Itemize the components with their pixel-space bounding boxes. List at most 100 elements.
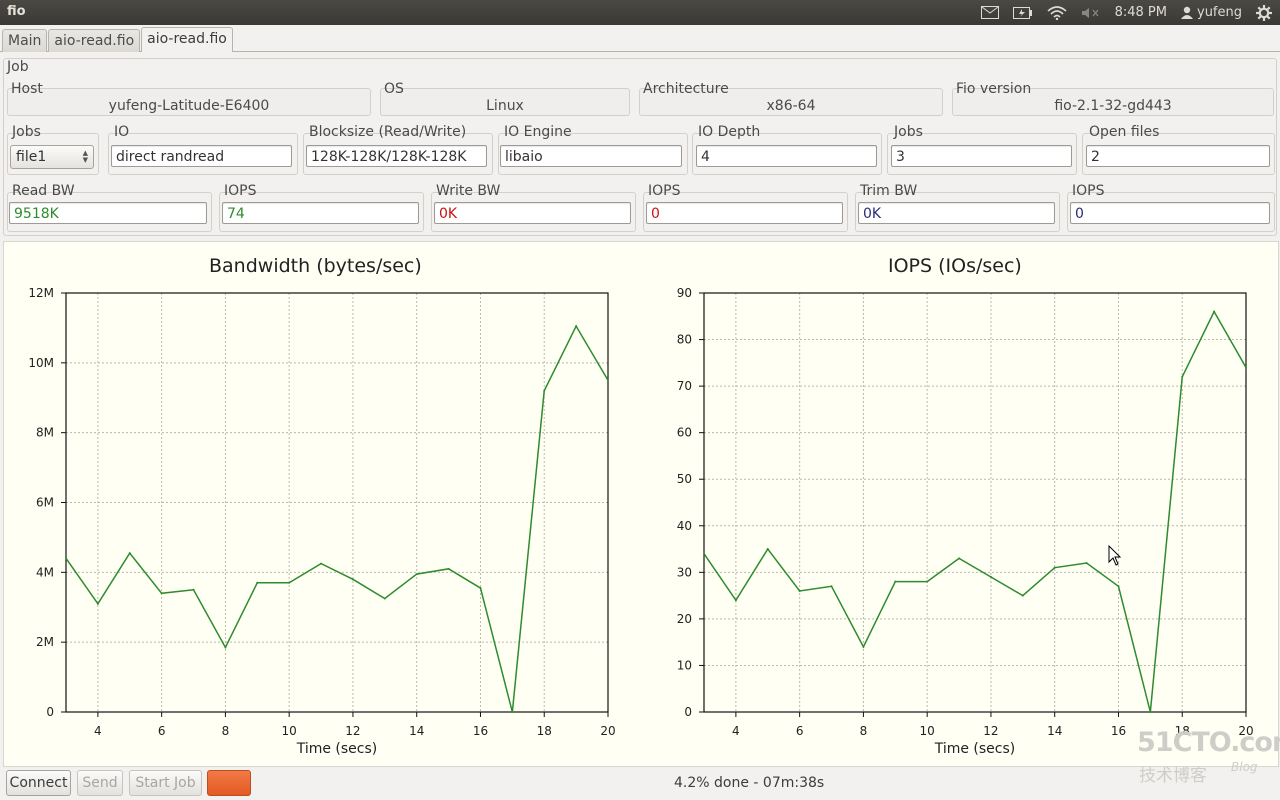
x-tick-label: 4 [94, 724, 102, 738]
x-tick-label: 10 [282, 724, 297, 738]
jobs-select-frame [7, 133, 99, 175]
data-point [575, 325, 578, 328]
data-point [256, 581, 259, 584]
clock[interactable]: 8:48 PM [1114, 5, 1167, 20]
y-tick-label: 0 [46, 705, 54, 719]
trim-bw-frame [855, 192, 1060, 232]
read-bw-field[interactable]: 9518K [9, 202, 207, 224]
jobs-select[interactable]: file1 ▲ ▼ [10, 145, 94, 169]
y-tick-label: 2M [36, 635, 54, 649]
data-point [447, 567, 450, 570]
y-tick-label: 8M [36, 426, 54, 440]
os-label: OS [384, 81, 404, 97]
data-point [160, 592, 163, 595]
data-point [479, 587, 482, 590]
send-button[interactable]: Send [77, 770, 123, 796]
data-point [607, 379, 609, 382]
tab-main[interactable]: Main [2, 29, 48, 52]
jobs-select-label: Jobs [12, 124, 41, 140]
read-iops-label: IOPS [224, 183, 257, 199]
battery-icon[interactable] [1012, 6, 1033, 19]
io-engine-field[interactable]: libaio [500, 145, 682, 167]
io-engine-frame [498, 133, 688, 175]
x-tick-label: 16 [473, 724, 488, 738]
io-depth-frame [692, 133, 882, 175]
data-point [128, 552, 131, 555]
mouse-cursor-icon [1108, 545, 1122, 566]
host-field: Host yufeng-Latitude-E6400 [7, 81, 371, 116]
blocksize-frame [303, 133, 493, 175]
x-axis-label: Time (secs) [296, 741, 378, 757]
open-files-field[interactable]: 2 [1086, 145, 1270, 167]
bandwidth-chart-title: Bandwidth (bytes/sec) [209, 255, 422, 277]
trim-iops-field[interactable]: 0 [1070, 202, 1270, 224]
trim-iops-frame [1067, 192, 1275, 232]
io-engine-label: IO Engine [504, 124, 572, 140]
tab-aio-read-1[interactable]: aio-read.fio [48, 29, 141, 52]
write-bw-field[interactable]: 0K [434, 202, 631, 224]
wifi-icon[interactable] [1047, 5, 1067, 20]
watermark: 51CTO.com 技术博客 Blog [1137, 727, 1280, 787]
x-tick-label: 18 [537, 724, 552, 738]
write-iops-frame [643, 192, 848, 232]
y-tick-label: 10M [28, 356, 54, 370]
watermark-main: 51CTO.com [1137, 727, 1280, 758]
read-iops-frame [219, 192, 424, 232]
os-field: OS Linux [380, 81, 630, 116]
jobs-select-value: file1 [16, 149, 47, 165]
tab-aio-read-2[interactable]: aio-read.fio [141, 27, 233, 52]
fio-version-value: fio-2.1-32-gd443 [1054, 98, 1172, 114]
write-bw-frame [431, 192, 636, 232]
data-point [320, 562, 323, 565]
read-iops-field[interactable]: 74 [222, 202, 419, 224]
user-icon [1181, 6, 1193, 19]
blocksize-field[interactable]: 128K-128K/128K-128K [306, 145, 487, 167]
job-frame [3, 58, 1277, 236]
status-indicator-button[interactable] [207, 770, 251, 796]
data-point [383, 597, 386, 600]
y-tick-label: 6M [36, 496, 54, 510]
jobs-count-field[interactable]: 3 [891, 145, 1072, 167]
user-menu[interactable]: yufeng [1181, 5, 1242, 20]
x-tick-label: 20 [600, 724, 615, 738]
job-frame-label: Job [7, 59, 29, 75]
data-point [543, 389, 546, 392]
data-point [192, 588, 195, 591]
tab-bar: Main aio-read.fio aio-read.fio [2, 27, 234, 52]
trim-iops-label: IOPS [1072, 183, 1105, 199]
tab-baseline [0, 51, 1280, 52]
io-depth-field[interactable]: 4 [696, 145, 877, 167]
data-point [224, 646, 227, 649]
connect-button[interactable]: Connect [6, 770, 71, 796]
read-bw-frame [7, 192, 212, 232]
architecture-value: x86-64 [766, 98, 816, 114]
y-tick-label: 12M [28, 286, 54, 300]
progress-status: 4.2% done - 07m:38s [674, 775, 825, 791]
trim-bw-field[interactable]: 0K [858, 202, 1055, 224]
trim-bw-label: Trim BW [860, 183, 918, 199]
user-name: yufeng [1197, 5, 1242, 20]
io-depth-label: IO Depth [698, 124, 761, 140]
y-tick-label: 4M [36, 565, 54, 579]
io-label: IO [114, 124, 130, 140]
volume-muted-icon[interactable] [1081, 7, 1101, 19]
fio-version-label: Fio version [956, 81, 1032, 97]
read-bw-label: Read BW [12, 183, 75, 199]
mail-icon[interactable] [980, 6, 999, 19]
write-iops-field[interactable]: 0 [646, 202, 843, 224]
iops-chart-title: IOPS (IOs/sec) [888, 255, 1022, 277]
io-field[interactable]: direct randread [111, 145, 292, 167]
jobs-count-label: Jobs [894, 124, 923, 140]
data-point [288, 581, 291, 584]
host-label: Host [11, 81, 43, 97]
blocksize-label: Blocksize (Read/Write) [309, 124, 467, 140]
gear-icon[interactable] [1256, 4, 1272, 21]
start-job-button[interactable]: Start Job [129, 770, 202, 796]
series-line [65, 324, 609, 713]
open-files-frame [1082, 133, 1275, 175]
fio-version-field: Fio version fio-2.1-32-gd443 [952, 81, 1274, 116]
io-frame [108, 133, 298, 175]
x-tick-label: 8 [222, 724, 230, 738]
os-value: Linux [486, 98, 524, 114]
